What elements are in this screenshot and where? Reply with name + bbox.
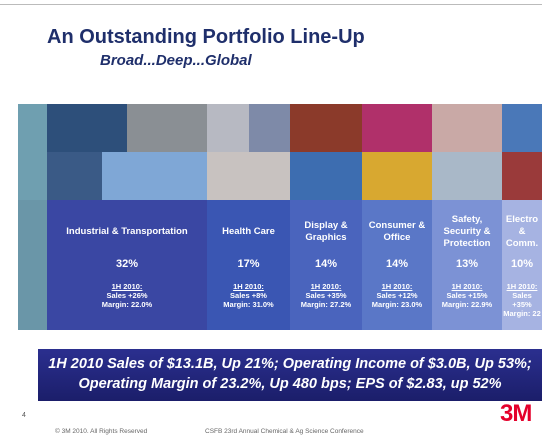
segment-column: Electro & Comm. 10% 1H 2010:Sales +35%Marg… <box>502 200 542 330</box>
segment-period: 1H 2010: <box>290 282 362 291</box>
side-photo <box>18 200 47 330</box>
segment-share: 10% <box>502 258 542 270</box>
segment-margin: Margin: 22.0% <box>47 300 207 309</box>
segment-name: Health Care <box>207 212 290 252</box>
title: An Outstanding Portfolio Line-Up <box>47 26 365 49</box>
banner-line: 1H 2010 Sales of $13.1B, Up 21%; Operati… <box>38 354 542 374</box>
event: CSFB 23rd Annual Chemical & Ag Science C… <box>205 428 364 435</box>
segment-period: 1H 2010: <box>47 282 207 291</box>
segment-period: 1H 2010: <box>207 282 290 291</box>
segment-margin: Margin: 22 <box>502 309 542 318</box>
segment-sales: Sales +35% <box>290 291 362 300</box>
segment-sales: Sales +26% <box>47 291 207 300</box>
segment-name: Safety, Security & Protection <box>432 212 502 252</box>
segment-share: 14% <box>290 258 362 270</box>
segment-margin: Margin: 22.9% <box>432 300 502 309</box>
page-number: 4 <box>22 412 26 419</box>
segment-column: Industrial & Transportation 32% 1H 2010:Sa… <box>47 200 207 330</box>
copyright: © 3M 2010. All Rights Reserved <box>55 428 147 435</box>
segment-period: 1H 2010: <box>502 282 542 291</box>
banner: 1H 2010 Sales of $13.1B, Up 21%; Operati… <box>38 349 542 401</box>
slide: An Outstanding Portfolio Line-Up Broad..… <box>0 0 542 436</box>
segment-column: Display & Graphics 14% 1H 2010:Sales +35%M… <box>290 200 362 330</box>
segment-column: Safety, Security & Protection 13% 1H 2010:… <box>432 200 502 330</box>
segment-margin: Margin: 27.2% <box>290 300 362 309</box>
segment-sales: Sales +12% <box>362 291 432 300</box>
banner-line: Operating Margin of 23.2%, Up 480 bps; E… <box>38 374 542 394</box>
segment-sales: Sales +15% <box>432 291 502 300</box>
segment-name: Display & Graphics <box>290 212 362 252</box>
segment-name: Electro & Comm. <box>502 212 542 252</box>
segment-sales: Sales +35% <box>502 291 542 309</box>
logo: 3M <box>500 400 531 428</box>
photo-strip <box>18 104 542 200</box>
segment-period: 1H 2010: <box>432 282 502 291</box>
segment-name: Industrial & Transportation <box>47 212 207 252</box>
segment-period: 1H 2010: <box>362 282 432 291</box>
segment-sales: Sales +8% <box>207 291 290 300</box>
segment-margin: Margin: 23.0% <box>362 300 432 309</box>
segment-share: 17% <box>207 258 290 270</box>
segment-margin: Margin: 31.0% <box>207 300 290 309</box>
segment-column: Consumer & Office 14% 1H 2010:Sales +12%Ma… <box>362 200 432 330</box>
segment-name: Consumer & Office <box>362 212 432 252</box>
segment-share: 13% <box>432 258 502 270</box>
subtitle: Broad...Deep...Global <box>100 52 252 69</box>
top-rule <box>0 4 542 5</box>
segment-share: 32% <box>47 258 207 270</box>
segment-share: 14% <box>362 258 432 270</box>
segment-column: Health Care 17% 1H 2010:Sales +8%Margin: 3… <box>207 200 290 330</box>
